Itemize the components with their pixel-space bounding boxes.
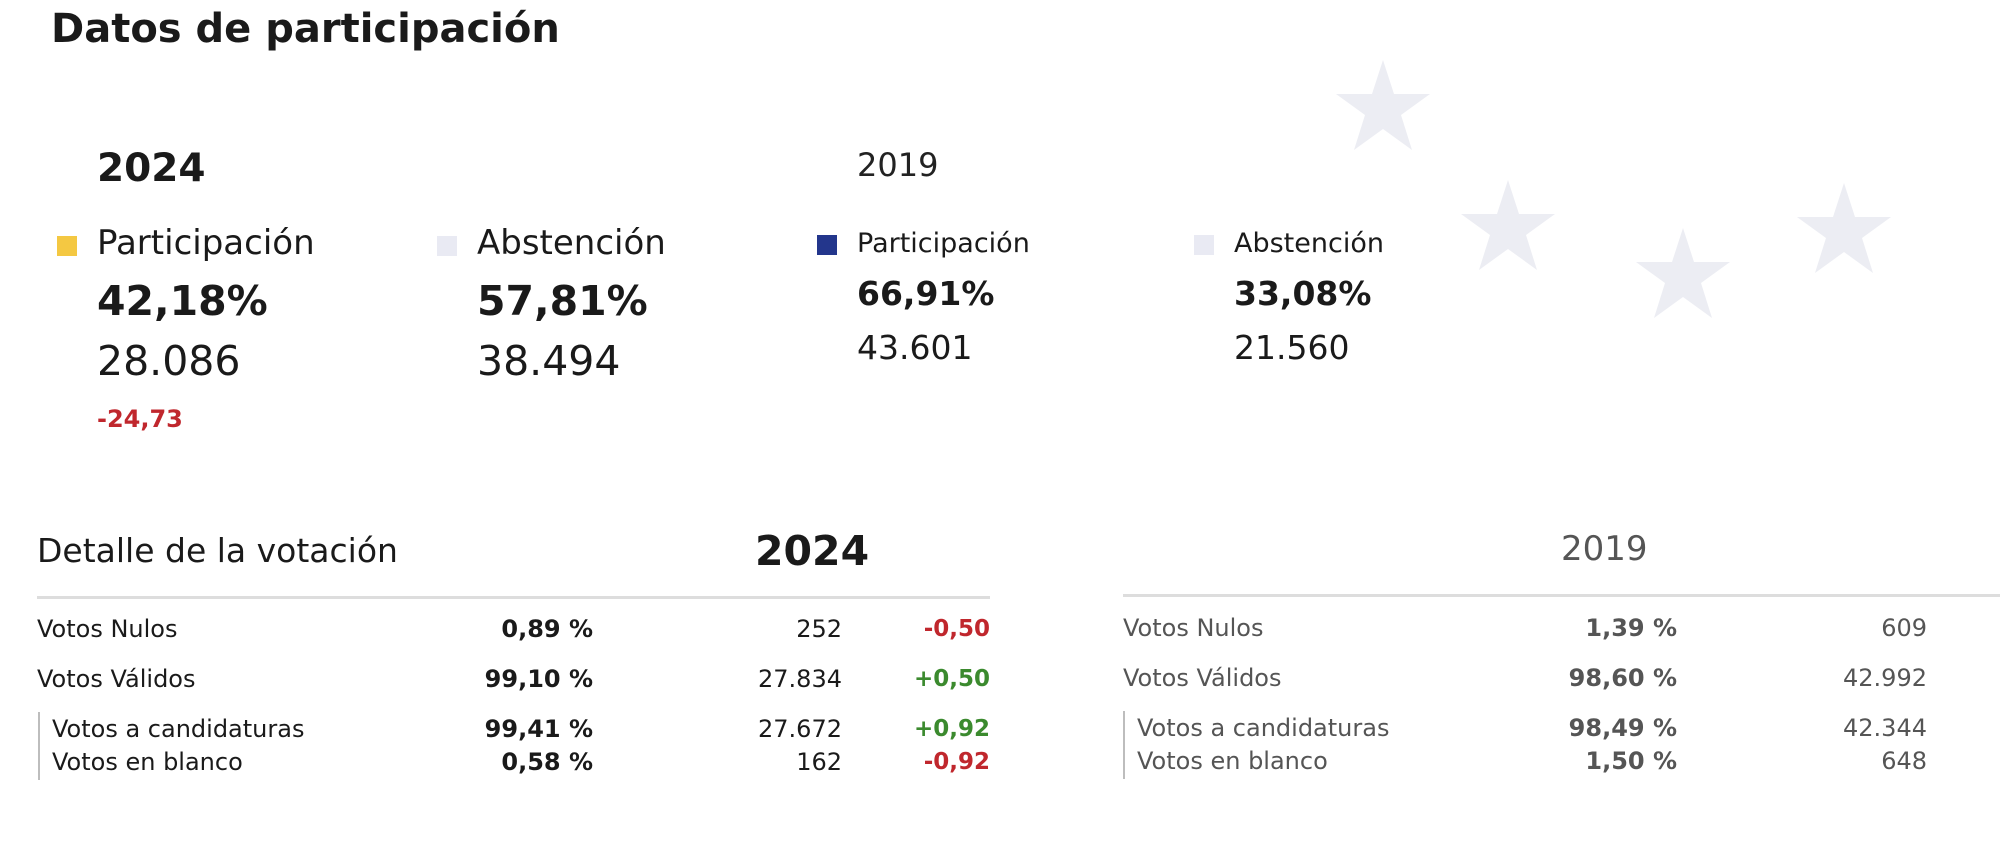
year-2019-heading: 2019 <box>857 146 939 184</box>
row-diff-votos-blanco-2024: -0,92 <box>923 749 990 775</box>
participacion-2019-swatch <box>817 235 837 255</box>
participacion-2024-swatch <box>57 236 77 256</box>
row-pct-votos-validos-2024: 99,10 % <box>484 665 593 693</box>
row-diff-votos-candidaturas-2024: +0,92 <box>913 716 990 742</box>
abstencion-2019-count: 21.560 <box>1234 328 1350 367</box>
participacion-2024-pct: 42,18% <box>97 277 268 325</box>
abstencion-2019-swatch <box>1194 235 1214 255</box>
participacion-2019-pct: 66,91% <box>857 274 995 313</box>
participacion-2024-label: Participación <box>97 223 315 263</box>
row-diff-votos-nulos-2024: -0,50 <box>923 616 990 642</box>
row-count-votos-candidaturas-2019: 42.344 <box>1843 714 1927 742</box>
star-icon <box>1797 183 1891 273</box>
star-icon <box>1336 60 1430 150</box>
row-label-votos-candidaturas-2019: Votos a candidaturas <box>1137 714 1390 742</box>
page-title: Datos de participación <box>51 6 560 52</box>
star-icon <box>1461 180 1555 270</box>
row-label-votos-validos-2019: Votos Válidos <box>1123 664 1282 692</box>
abstencion-2024-pct: 57,81% <box>477 277 648 325</box>
detail-2019-year: 2019 <box>1561 529 1648 569</box>
participacion-2019-count: 43.601 <box>857 328 973 367</box>
detail-2024-year: 2024 <box>755 527 870 575</box>
participacion-2024-count: 28.086 <box>97 337 241 385</box>
row-diff-votos-validos-2024: +0,50 <box>913 666 990 692</box>
participacion-2019-label: Participación <box>857 228 1030 259</box>
star-icon <box>1636 228 1730 318</box>
participacion-2024-diff: -24,73 <box>97 405 183 433</box>
year-2024-heading: 2024 <box>97 146 206 191</box>
row-pct-votos-blanco-2019: 1,50 % <box>1585 747 1677 775</box>
row-pct-votos-nulos-2019: 1,39 % <box>1585 614 1677 642</box>
detail-2019-divider <box>1123 594 2000 597</box>
abstencion-2024-swatch <box>437 236 457 256</box>
row-label-votos-validos-2024: Votos Válidos <box>37 665 196 693</box>
row-pct-votos-candidaturas-2019: 98,49 % <box>1568 714 1677 742</box>
row-pct-votos-nulos-2024: 0,89 % <box>501 615 593 643</box>
abstencion-2019-pct: 33,08% <box>1234 274 1372 313</box>
row-count-votos-blanco-2024: 162 <box>796 748 842 776</box>
row-pct-votos-validos-2019: 98,60 % <box>1568 664 1677 692</box>
abstencion-2024-label: Abstención <box>477 223 666 263</box>
abstencion-2024-count: 38.494 <box>477 337 621 385</box>
detail-2024-divider <box>37 596 990 599</box>
row-count-votos-blanco-2019: 648 <box>1881 747 1927 775</box>
row-label-votos-nulos-2024: Votos Nulos <box>37 615 178 643</box>
subrow-indent-bar-2019 <box>1123 711 1125 779</box>
subrow-indent-bar-2024 <box>38 712 40 780</box>
abstencion-2019-label: Abstención <box>1234 228 1384 259</box>
row-pct-votos-candidaturas-2024: 99,41 % <box>484 715 593 743</box>
detail-title: Detalle de la votación <box>37 531 398 570</box>
row-label-votos-nulos-2019: Votos Nulos <box>1123 614 1264 642</box>
row-pct-votos-blanco-2024: 0,58 % <box>501 748 593 776</box>
row-count-votos-validos-2019: 42.992 <box>1843 664 1927 692</box>
row-count-votos-nulos-2024: 252 <box>796 615 842 643</box>
row-label-votos-candidaturas-2024: Votos a candidaturas <box>52 715 305 743</box>
row-count-votos-validos-2024: 27.834 <box>758 665 842 693</box>
row-count-votos-candidaturas-2024: 27.672 <box>758 715 842 743</box>
row-label-votos-blanco-2019: Votos en blanco <box>1137 747 1328 775</box>
row-label-votos-blanco-2024: Votos en blanco <box>52 748 243 776</box>
row-count-votos-nulos-2019: 609 <box>1881 614 1927 642</box>
